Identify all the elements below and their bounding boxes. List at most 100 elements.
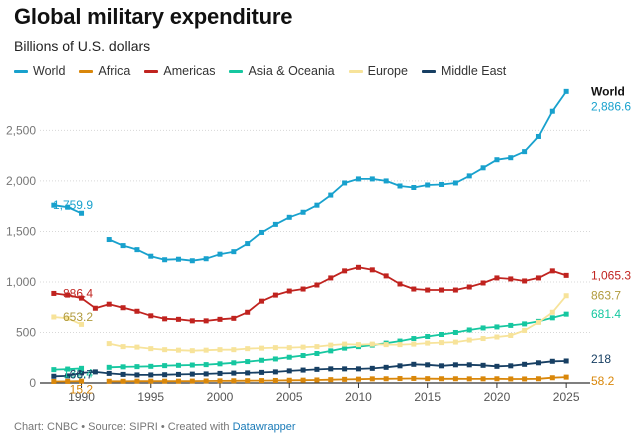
data-point — [466, 173, 472, 179]
data-point — [175, 378, 181, 384]
end-value-label: 58.2 — [591, 374, 615, 388]
data-point — [494, 363, 500, 369]
data-point — [79, 321, 85, 327]
data-point — [217, 361, 223, 367]
data-point — [508, 363, 514, 369]
data-point — [245, 346, 251, 352]
data-point — [245, 370, 251, 376]
data-point — [106, 237, 112, 243]
data-point — [549, 309, 555, 315]
data-point — [522, 376, 528, 382]
data-point — [355, 264, 361, 270]
data-point — [300, 286, 306, 292]
data-point — [411, 286, 417, 292]
data-point — [259, 369, 265, 375]
data-point — [245, 359, 251, 365]
data-point — [51, 373, 57, 379]
data-point — [259, 357, 265, 363]
chart-legend: World Africa Americas Asia & Oceania Europe M… — [14, 64, 506, 78]
data-point — [51, 202, 57, 208]
data-point — [162, 347, 168, 353]
legend-item: Europe — [348, 64, 408, 78]
data-point — [397, 338, 403, 344]
data-point — [466, 327, 472, 333]
data-point — [134, 372, 140, 378]
data-point — [203, 347, 209, 353]
data-point — [120, 378, 126, 384]
data-point — [272, 345, 278, 351]
data-point — [397, 363, 403, 369]
data-point — [217, 347, 223, 353]
data-point — [494, 324, 500, 330]
data-point — [549, 315, 555, 321]
data-point — [494, 334, 500, 340]
end-value-label: 2,886.6 — [591, 99, 631, 113]
data-point — [65, 373, 71, 379]
legend-swatch — [348, 69, 363, 73]
data-point — [203, 256, 209, 262]
y-tick-label: 1,500 — [6, 224, 36, 238]
data-point — [106, 364, 112, 370]
datawrapper-link[interactable]: Datawrapper — [232, 421, 296, 433]
data-point — [314, 282, 320, 288]
data-point — [51, 290, 57, 296]
data-point — [231, 315, 237, 321]
data-point — [286, 288, 292, 294]
data-point — [300, 377, 306, 383]
legend-swatch — [229, 69, 244, 73]
data-point — [259, 378, 265, 384]
start-value-label: 886.4 — [63, 286, 93, 300]
data-point — [563, 374, 569, 380]
data-point — [369, 176, 375, 182]
data-point — [162, 378, 168, 384]
legend-label: World — [33, 64, 66, 78]
data-point — [217, 316, 223, 322]
data-point — [508, 322, 514, 328]
data-point — [508, 155, 514, 161]
data-point — [480, 336, 486, 342]
data-point — [508, 276, 514, 282]
data-point — [328, 348, 334, 354]
start-value-label: 66.7 — [70, 367, 94, 381]
data-point — [162, 257, 168, 263]
end-value-label: 1,065.3 — [591, 268, 631, 282]
data-point — [411, 184, 417, 190]
data-point — [466, 337, 472, 343]
data-point — [106, 378, 112, 384]
data-point — [286, 354, 292, 360]
data-point — [328, 275, 334, 281]
data-point — [563, 311, 569, 317]
data-point — [535, 360, 541, 366]
data-point — [466, 284, 472, 290]
data-point — [106, 301, 112, 307]
data-point — [411, 341, 417, 347]
data-point — [231, 360, 237, 366]
data-point — [245, 241, 251, 247]
data-point — [452, 287, 458, 293]
legend-swatch — [421, 69, 436, 73]
data-point — [272, 221, 278, 227]
legend-item: Middle East — [421, 64, 506, 78]
x-tick-label: 1990 — [68, 390, 95, 404]
chart-title: Global military expenditure — [14, 4, 293, 29]
data-point — [79, 210, 85, 216]
data-point — [189, 258, 195, 264]
y-tick-label: 500 — [16, 325, 36, 339]
data-point — [148, 313, 154, 319]
data-point — [65, 366, 71, 372]
data-point — [563, 293, 569, 299]
data-point — [535, 376, 541, 382]
data-point — [480, 325, 486, 331]
data-point — [79, 365, 85, 371]
data-point — [480, 280, 486, 286]
data-point — [189, 378, 195, 384]
data-point — [480, 376, 486, 382]
footer-source-text: Chart: CNBC • Source: SIPRI • Created wi… — [14, 421, 233, 433]
end-value-label: 218 — [591, 352, 611, 366]
data-point — [189, 362, 195, 368]
data-point — [383, 364, 389, 370]
legend-swatch — [14, 69, 28, 73]
data-point — [411, 336, 417, 342]
data-point — [175, 316, 181, 322]
